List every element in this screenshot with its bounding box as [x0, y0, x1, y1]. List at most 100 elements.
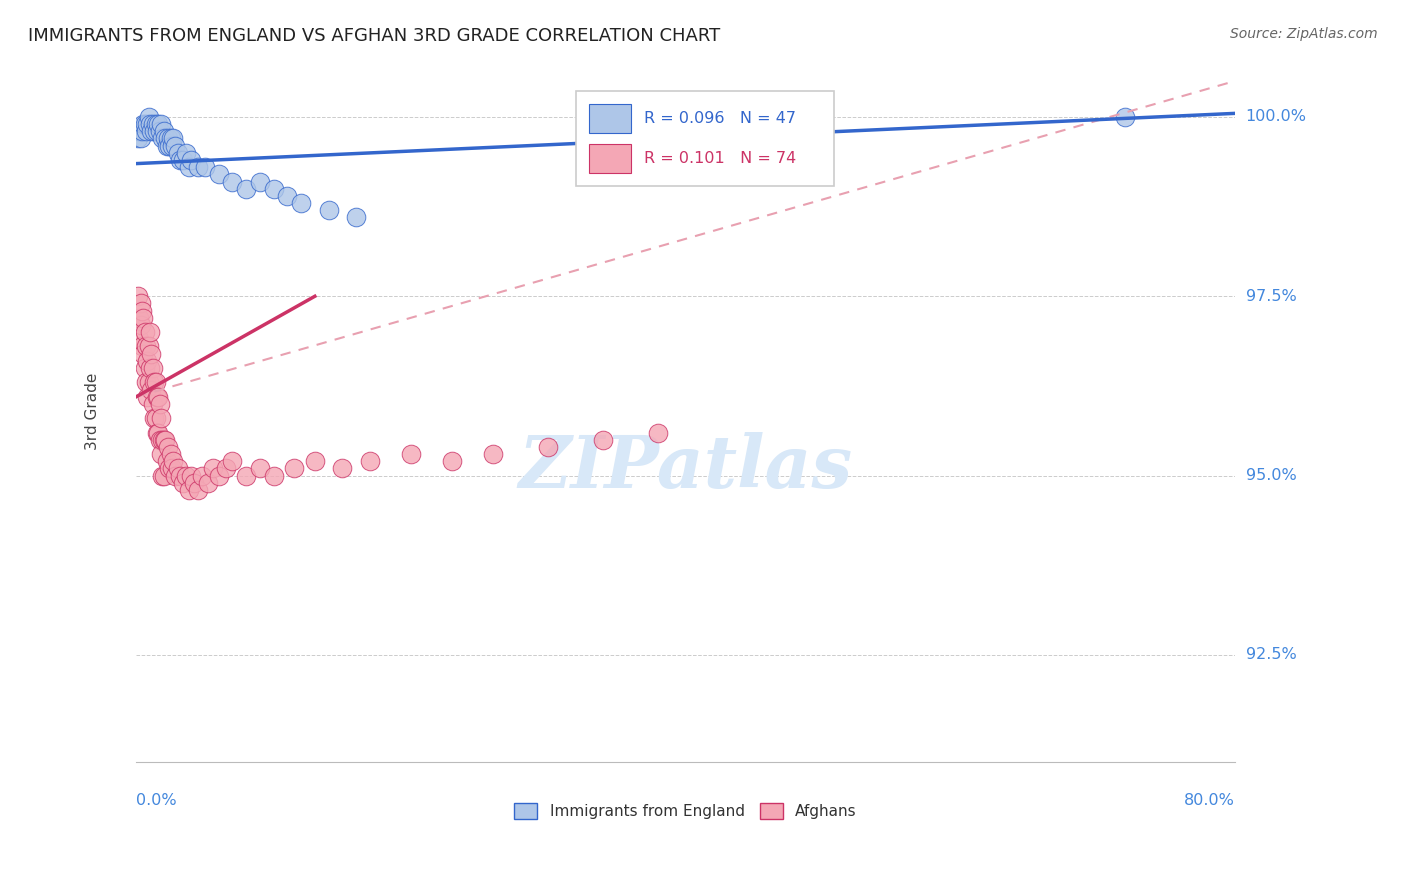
Point — [153, 433, 176, 447]
Point — [149, 124, 172, 138]
Point — [142, 397, 165, 411]
Point — [152, 468, 174, 483]
Point — [138, 339, 160, 353]
Bar — [589, 144, 630, 173]
Point — [160, 461, 183, 475]
Point — [141, 124, 163, 138]
Point — [134, 361, 156, 376]
Point — [157, 461, 180, 475]
Point — [153, 124, 176, 138]
Point — [290, 196, 312, 211]
Point — [145, 411, 167, 425]
Point — [208, 468, 231, 483]
Point — [139, 361, 162, 376]
Point — [136, 354, 159, 368]
Point — [177, 160, 200, 174]
Point — [187, 160, 209, 174]
Point — [134, 117, 156, 131]
Point — [155, 433, 177, 447]
Text: 0.0%: 0.0% — [136, 793, 177, 808]
Point — [159, 131, 181, 145]
Point — [249, 174, 271, 188]
Point — [606, 124, 628, 138]
Point — [263, 468, 285, 483]
Point — [129, 296, 152, 310]
Text: 100.0%: 100.0% — [1246, 110, 1306, 125]
Point — [318, 203, 340, 218]
Point — [344, 211, 367, 225]
Point — [194, 160, 217, 174]
Point — [141, 383, 163, 397]
Text: 3rd Grade: 3rd Grade — [84, 372, 100, 450]
Text: 92.5%: 92.5% — [1246, 648, 1296, 663]
Text: Source: ZipAtlas.com: Source: ZipAtlas.com — [1230, 27, 1378, 41]
Point — [208, 167, 231, 181]
Point — [129, 131, 152, 145]
Point — [153, 468, 176, 483]
Point — [149, 433, 172, 447]
Point — [249, 461, 271, 475]
Point — [152, 433, 174, 447]
Point — [145, 117, 167, 131]
Point — [139, 325, 162, 339]
Point — [127, 289, 149, 303]
Point — [146, 390, 169, 404]
Point — [143, 376, 166, 390]
Point — [136, 117, 159, 131]
Point — [276, 189, 298, 203]
Point — [180, 468, 202, 483]
Point — [135, 339, 157, 353]
Point — [235, 468, 257, 483]
Point — [143, 124, 166, 138]
Text: 80.0%: 80.0% — [1184, 793, 1234, 808]
Point — [149, 397, 172, 411]
Point — [146, 124, 169, 138]
Point — [148, 390, 170, 404]
Point — [482, 447, 505, 461]
Point — [155, 131, 177, 145]
Point — [172, 153, 194, 167]
Point — [160, 138, 183, 153]
Point — [330, 461, 353, 475]
Point — [128, 310, 150, 325]
Point — [156, 131, 179, 145]
Point — [145, 376, 167, 390]
Point — [157, 138, 180, 153]
Text: ZIPatlas: ZIPatlas — [519, 432, 852, 503]
Point — [202, 461, 225, 475]
Point — [441, 454, 464, 468]
Point — [172, 475, 194, 490]
Point — [399, 447, 422, 461]
Legend: Immigrants from England, Afghans: Immigrants from England, Afghans — [508, 797, 863, 825]
Point — [263, 182, 285, 196]
Point — [214, 461, 236, 475]
Point — [166, 461, 188, 475]
Point — [197, 475, 219, 490]
Point — [142, 361, 165, 376]
Point — [150, 447, 173, 461]
Point — [152, 131, 174, 145]
Point — [162, 131, 184, 145]
Point — [177, 483, 200, 497]
Point — [1114, 110, 1136, 124]
Point — [141, 346, 163, 360]
Point — [148, 425, 170, 440]
Point — [136, 390, 159, 404]
Point — [221, 174, 243, 188]
Point — [134, 325, 156, 339]
Point — [138, 376, 160, 390]
Point — [162, 454, 184, 468]
Point — [132, 346, 155, 360]
Point — [159, 447, 181, 461]
Text: IMMIGRANTS FROM ENGLAND VS AFGHAN 3RD GRADE CORRELATION CHART: IMMIGRANTS FROM ENGLAND VS AFGHAN 3RD GR… — [28, 27, 720, 45]
Point — [142, 117, 165, 131]
Point — [166, 145, 188, 160]
Point — [150, 411, 173, 425]
Point — [131, 339, 153, 353]
Point — [180, 153, 202, 167]
Point — [174, 468, 197, 483]
Point — [155, 138, 177, 153]
Point — [150, 117, 173, 131]
Point — [191, 468, 214, 483]
Point — [148, 117, 170, 131]
